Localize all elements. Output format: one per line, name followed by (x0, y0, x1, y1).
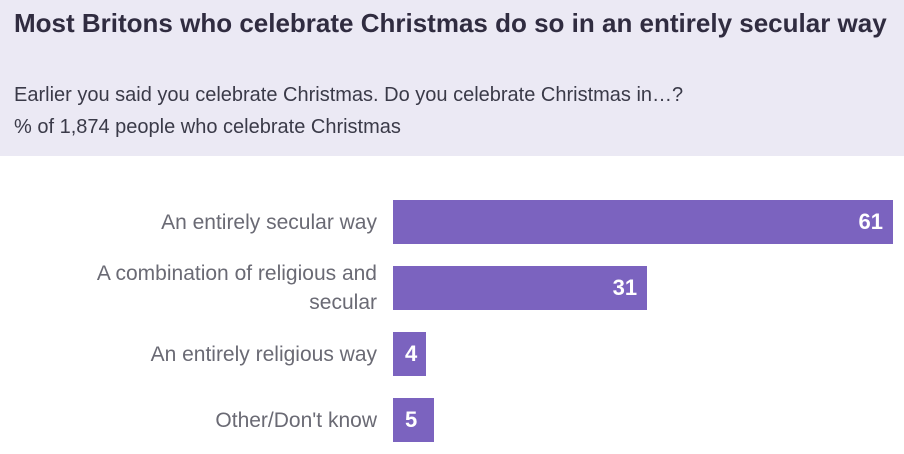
bar: 4 (393, 332, 426, 376)
base-text: % of 1,874 people who celebrate Christma… (14, 116, 401, 138)
category-label: Other/Don't know (215, 408, 377, 432)
data-label: 61 (858, 209, 883, 234)
category-label: An entirely secular way (161, 210, 377, 234)
category-label: A combination of religious and secular (96, 262, 377, 314)
data-label: 31 (612, 275, 638, 300)
header: Most Britons who celebrate Christmas do … (0, 0, 904, 156)
category-label: An entirely religious way (150, 342, 377, 366)
data-label: 5 (405, 407, 418, 432)
question-text: Earlier you said you celebrate Christmas… (14, 84, 684, 106)
data-label: 4 (405, 341, 418, 366)
chart-title: Most Britons who celebrate Christmas do … (14, 8, 887, 38)
bar: 61 (393, 200, 893, 244)
bar: 5 (393, 398, 434, 442)
bar: 31 (393, 266, 648, 310)
